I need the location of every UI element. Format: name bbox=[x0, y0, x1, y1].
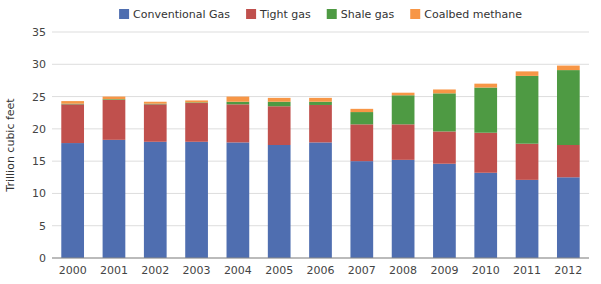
x-tick-label: 2007 bbox=[348, 264, 376, 277]
bar-segment bbox=[61, 143, 84, 258]
bar-segment bbox=[103, 140, 126, 258]
bar-segment bbox=[474, 173, 497, 258]
grid-line bbox=[52, 64, 589, 65]
x-tick-label: 2011 bbox=[513, 264, 541, 277]
bar-segment bbox=[516, 144, 539, 180]
bar-segment bbox=[309, 105, 332, 142]
bar-segment bbox=[227, 102, 250, 105]
bar-segment bbox=[474, 133, 497, 173]
bar-segment bbox=[227, 142, 250, 258]
bar-segment bbox=[103, 97, 126, 100]
legend-swatch bbox=[410, 9, 420, 19]
x-tick-label: 2009 bbox=[430, 264, 458, 277]
x-tick-label: 2004 bbox=[224, 264, 252, 277]
bar-segment bbox=[268, 98, 291, 102]
bar-segment bbox=[433, 164, 456, 258]
legend-swatch bbox=[119, 9, 129, 19]
bar-segment bbox=[185, 142, 208, 258]
bar-segment bbox=[309, 102, 332, 105]
bar-segment bbox=[557, 145, 580, 177]
legend-swatch bbox=[327, 9, 337, 19]
bar-segment bbox=[268, 102, 291, 107]
bar-segment bbox=[557, 177, 580, 258]
bars bbox=[61, 66, 579, 258]
bar-segment bbox=[350, 124, 373, 161]
bar-segment bbox=[516, 71, 539, 76]
bar-segment bbox=[474, 88, 497, 133]
bar-segment bbox=[433, 131, 456, 163]
bar-segment bbox=[557, 66, 580, 71]
bar-segment bbox=[144, 104, 167, 141]
bar-segment bbox=[350, 161, 373, 258]
bar-segment bbox=[350, 112, 373, 124]
bar-segment bbox=[227, 104, 250, 142]
x-tick-label: 2006 bbox=[307, 264, 335, 277]
bar-segment bbox=[392, 95, 415, 124]
bar-segment bbox=[392, 93, 415, 96]
bar-segment bbox=[103, 100, 126, 140]
bar-segment bbox=[392, 124, 415, 160]
x-tick-label: 2000 bbox=[59, 264, 87, 277]
bar-segment bbox=[309, 98, 332, 102]
x-tick-label: 2012 bbox=[554, 264, 582, 277]
x-tick-label: 2003 bbox=[183, 264, 211, 277]
legend-label: Conventional Gas bbox=[133, 8, 230, 21]
bar-segment bbox=[350, 109, 373, 112]
legend-label: Tight gas bbox=[259, 8, 311, 21]
x-tick-label: 2001 bbox=[100, 264, 128, 277]
bar-segment bbox=[144, 102, 167, 104]
chart: 0 5 10 15 20 25 30 35 2000 2001 2002 2003 2004 2005 20… bbox=[0, 0, 601, 284]
x-axis-line bbox=[52, 258, 589, 259]
y-tick-label: 5 bbox=[39, 220, 46, 233]
y-tick-label: 10 bbox=[32, 187, 46, 200]
x-tick-label: 2005 bbox=[265, 264, 293, 277]
x-tick-label: 2002 bbox=[141, 264, 169, 277]
bar-segment bbox=[392, 160, 415, 258]
bar-segment bbox=[474, 84, 497, 88]
y-axis-label: Trillion cubic feet bbox=[4, 98, 17, 193]
bar-segment bbox=[516, 76, 539, 144]
y-tick-label: 20 bbox=[32, 123, 46, 136]
legend-swatch bbox=[246, 9, 256, 19]
x-tick-label: 2008 bbox=[389, 264, 417, 277]
bar-segment bbox=[185, 103, 208, 142]
x-tick-label: 2010 bbox=[472, 264, 500, 277]
bar-segment bbox=[227, 97, 250, 102]
y-tick-label: 35 bbox=[32, 26, 46, 39]
bar-segment bbox=[268, 145, 291, 258]
bar-segment bbox=[61, 101, 84, 104]
bar-segment bbox=[557, 70, 580, 145]
bar-segment bbox=[185, 100, 208, 102]
bar-segment bbox=[309, 142, 332, 258]
y-tick-label: 0 bbox=[39, 252, 46, 265]
bar-segment bbox=[516, 180, 539, 258]
grid-line bbox=[52, 258, 589, 259]
legend-label: Shale gas bbox=[341, 8, 395, 21]
y-tick-label: 30 bbox=[32, 58, 46, 71]
grid-line bbox=[52, 96, 589, 97]
bar-segment bbox=[144, 142, 167, 258]
bar-segment bbox=[61, 104, 84, 143]
bar-segment bbox=[433, 93, 456, 131]
grid-line bbox=[52, 32, 589, 33]
legend-label: Coalbed methane bbox=[424, 8, 522, 21]
bar-segment bbox=[268, 106, 291, 145]
y-tick-label: 15 bbox=[32, 155, 46, 168]
bar-segment bbox=[433, 89, 456, 93]
y-tick-label: 25 bbox=[32, 91, 46, 104]
legend: Conventional Gas Tight gas Shale gas Coalbe… bbox=[119, 8, 522, 21]
